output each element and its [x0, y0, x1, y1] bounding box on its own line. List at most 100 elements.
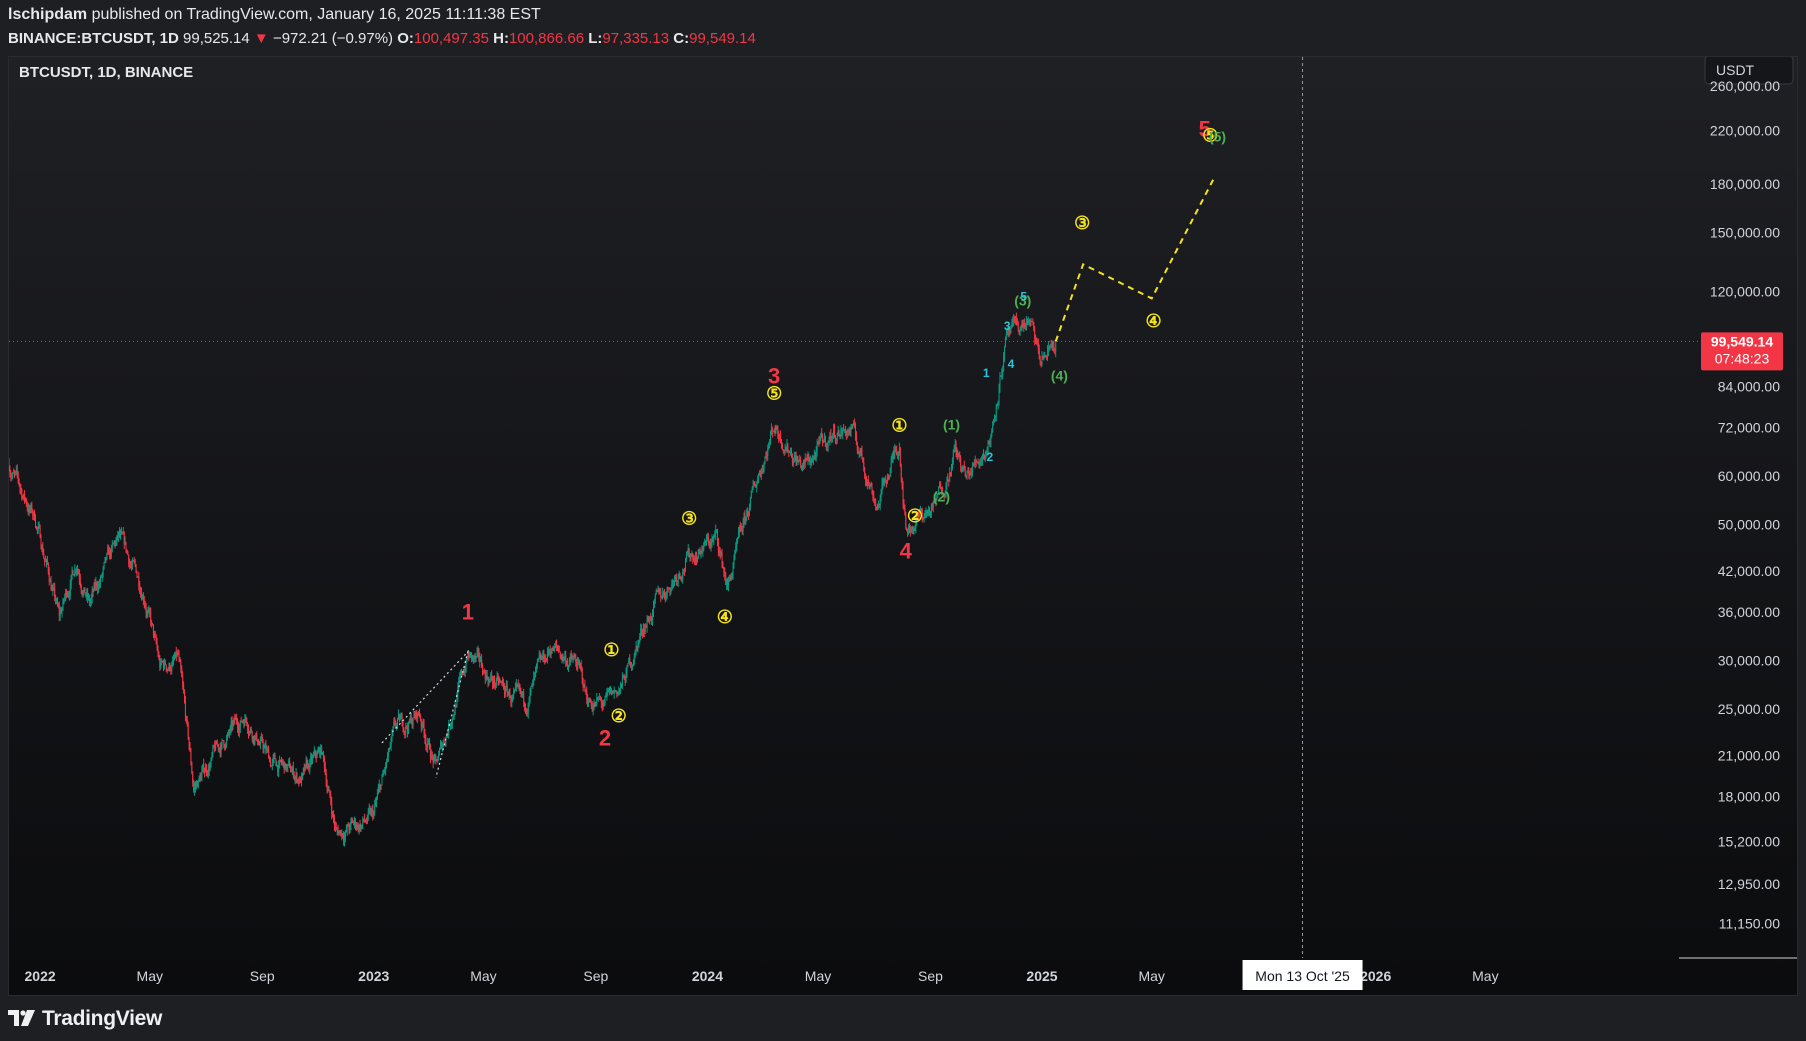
- crosshair-time-tag: Mon 13 Oct '25: [1242, 960, 1363, 990]
- candle-body: [1010, 326, 1012, 334]
- candle-body: [321, 747, 323, 754]
- candle-body: [823, 436, 825, 443]
- candle-body: [9, 463, 10, 470]
- candle-body: [801, 464, 803, 468]
- candle-body: [393, 721, 395, 728]
- candle-body: [635, 645, 637, 650]
- tradingview-footer[interactable]: TradingView: [8, 1004, 162, 1034]
- candle-body: [618, 692, 620, 694]
- candle-body: [430, 754, 432, 759]
- candle-body: [972, 463, 974, 466]
- candle-body: [407, 726, 409, 732]
- candle-body: [431, 754, 433, 756]
- overlay-layer: [9, 57, 1701, 958]
- intermediate-wave-label: ②: [907, 506, 923, 526]
- candle-body: [883, 478, 885, 481]
- candle-body: [424, 733, 426, 739]
- candle-body: [104, 556, 106, 563]
- candle-body: [120, 533, 122, 536]
- candle-body: [482, 671, 484, 675]
- candle-body: [149, 609, 151, 613]
- candle-body: [513, 692, 515, 697]
- chart-frame[interactable]: 1 2 3 4 5 ① ② ③ ④ ⑤ ① ② ③ ④ ⑤ (1) (2) (3) (4) (5) 1 2 3 4 5 BTCU…: [8, 56, 1798, 996]
- price-chart[interactable]: 1 2 3 4 5 ① ② ③ ④ ⑤ ① ② ③ ④ ⑤ (1) (2) (3) (4) (5) 1 2 3 4 5 BTCU…: [9, 57, 1797, 995]
- candle-body: [529, 692, 531, 698]
- candle-body: [904, 506, 906, 515]
- candle-body: [951, 459, 953, 468]
- candle-body: [54, 587, 56, 597]
- candle-body: [156, 642, 158, 649]
- candle-body: [879, 497, 881, 506]
- candle-body: [687, 548, 689, 555]
- candle-body: [689, 554, 691, 558]
- candle-body: [660, 592, 662, 597]
- candle-body: [747, 510, 749, 514]
- candle-body: [344, 831, 346, 838]
- candle-body: [982, 454, 984, 461]
- candle-body: [89, 601, 91, 604]
- candle-body: [290, 771, 292, 773]
- primary-wave-label: 1: [462, 599, 474, 624]
- time-axis[interactable]: 2022 May Sep 2023 May Sep 2024 May Sep 2025 May 202…: [25, 957, 1797, 990]
- candle-body: [732, 565, 734, 575]
- candle-body: [723, 568, 725, 572]
- candle-body: [604, 697, 606, 701]
- candle-body: [346, 824, 348, 831]
- candle-body: [378, 784, 380, 789]
- author-name[interactable]: lschipdam: [8, 6, 88, 23]
- candle-body: [381, 777, 383, 785]
- candle-body: [22, 497, 24, 499]
- candle-body: [48, 571, 50, 582]
- price-tick-label: 150,000.00: [1710, 224, 1780, 240]
- candle-body: [233, 718, 235, 724]
- candle-body: [515, 684, 517, 687]
- candle-body: [978, 463, 980, 465]
- candle-body: [325, 773, 327, 785]
- candle-body: [135, 564, 137, 573]
- price-tick-label: 12,950.00: [1718, 876, 1780, 892]
- candle-body: [540, 657, 542, 660]
- currency-button[interactable]: USDT: [1704, 57, 1794, 85]
- price-tick-label: 30,000.00: [1718, 652, 1780, 668]
- candle-body: [918, 515, 920, 517]
- candle-body: [213, 745, 215, 748]
- candle-body: [122, 532, 124, 534]
- candle-body: [322, 752, 324, 757]
- candle-body: [636, 645, 638, 649]
- candle-body: [219, 748, 221, 754]
- low-label: L:: [588, 30, 603, 47]
- candle-body: [850, 427, 852, 433]
- candle-body: [693, 559, 695, 561]
- candle-body: [106, 553, 108, 560]
- price-axis[interactable]: USDT 260,000.00 220,000.00 180,000.00 150,0…: [1685, 57, 1797, 995]
- candle-body: [380, 784, 382, 790]
- candle-body: [77, 568, 79, 572]
- candle-body: [835, 439, 837, 441]
- candle-body: [769, 441, 771, 447]
- candle-body: [615, 690, 617, 692]
- candle-body: [422, 722, 424, 725]
- crosshair-date: Mon 13 Oct '25: [1255, 968, 1350, 984]
- candle-body: [1006, 328, 1008, 334]
- candle-body: [146, 612, 148, 614]
- minute-wave-label: 4: [1008, 357, 1015, 371]
- candle-body: [602, 705, 604, 707]
- candle-body: [100, 576, 102, 578]
- candle-body: [464, 671, 466, 673]
- candle-body: [1023, 323, 1025, 327]
- candle-body: [437, 760, 439, 762]
- candle-body: [18, 478, 20, 485]
- candle-body: [95, 582, 97, 587]
- candle-body: [721, 552, 723, 564]
- candle-body: [1019, 330, 1021, 334]
- candle-body: [778, 433, 780, 440]
- candle-body: [339, 830, 341, 834]
- candle-body: [90, 597, 92, 602]
- candle-body: [844, 428, 846, 435]
- candle-body: [1025, 326, 1027, 328]
- price-tick-label: 18,000.00: [1718, 788, 1780, 804]
- candle-body: [694, 559, 696, 564]
- candle-body: [503, 681, 505, 689]
- candle-body: [909, 529, 911, 533]
- candle-body: [791, 451, 793, 458]
